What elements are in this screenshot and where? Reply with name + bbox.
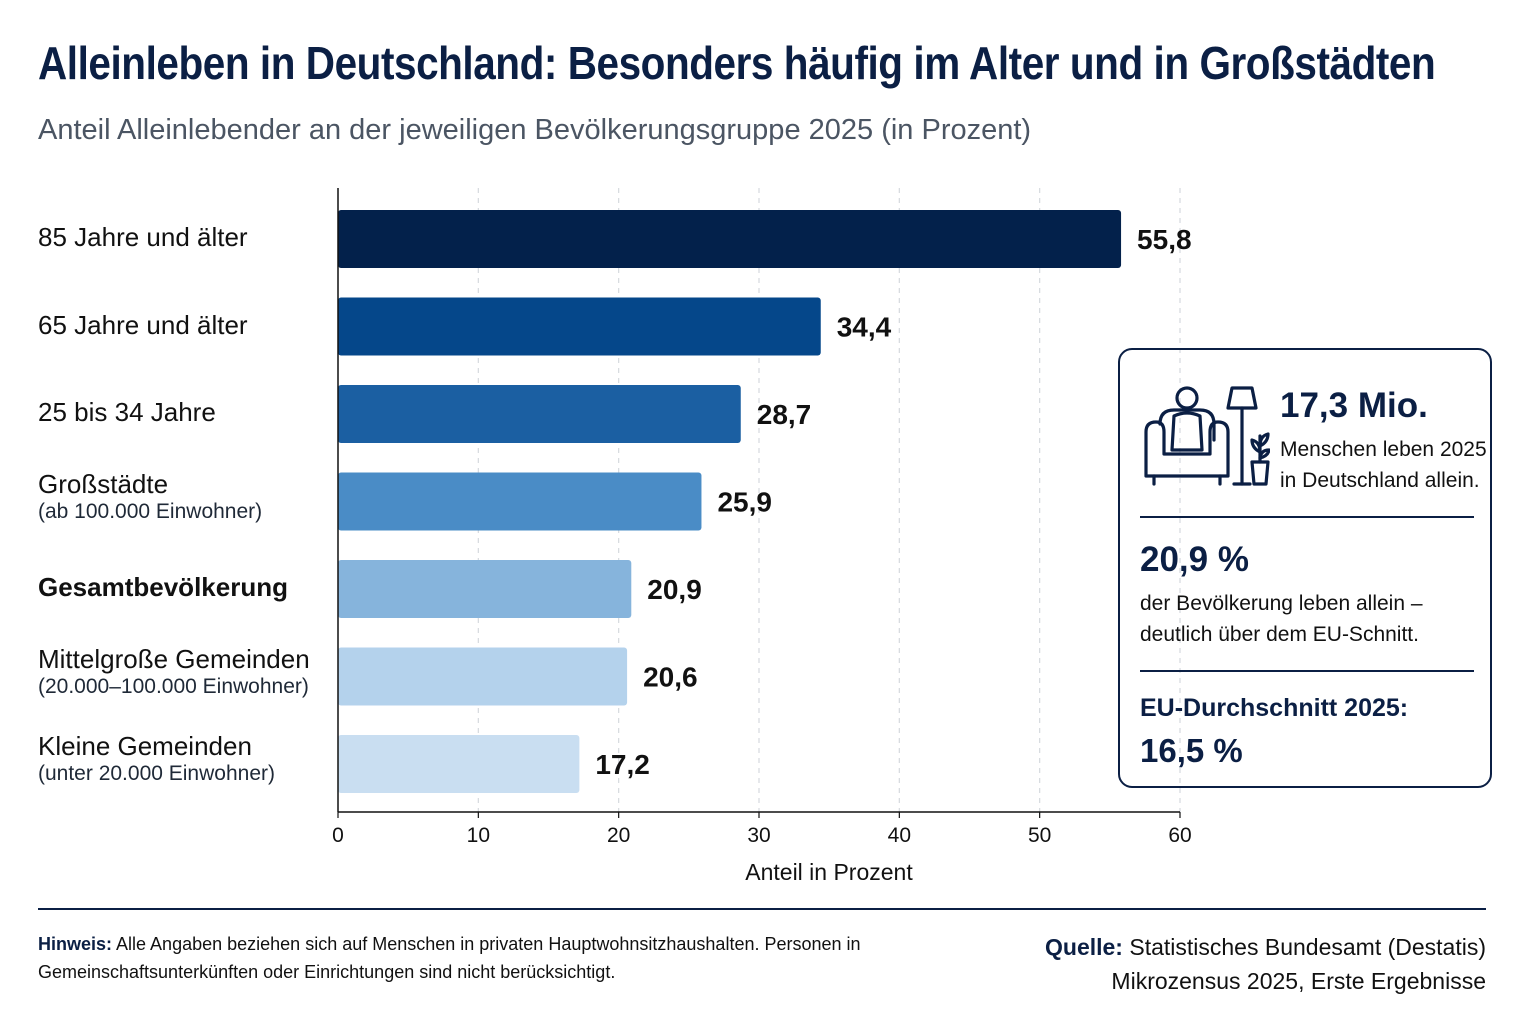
x-tick-label: 10 [467, 824, 490, 847]
bar [338, 385, 741, 443]
bar-value-label: 20,6 [643, 662, 698, 693]
stat-total-alone: 17,3 Mio. [1280, 386, 1428, 425]
category-label-main: 25 bis 34 Jahre [38, 397, 216, 427]
category-label: Kleine Gemeinden (unter 20.000 Einwohner) [38, 731, 275, 787]
category-label: 25 bis 34 Jahre [38, 397, 216, 427]
stat-share-alone-text: der Bevölkerung leben allein – deutlich … [1140, 592, 1423, 646]
category-label-main: Kleine Gemeinden [38, 731, 252, 761]
x-tick-label: 40 [888, 824, 911, 847]
x-tick-label: 0 [332, 824, 344, 847]
bar-value-label: 28,7 [757, 399, 812, 430]
bar-value-label: 55,8 [1137, 224, 1192, 255]
category-label-sub: (ab 100.000 Einwohner) [38, 499, 263, 523]
chart-subtitle: Anteil Alleinlebender an der jeweiligen … [38, 114, 1032, 146]
eu-average-value: 16,5 % [1140, 732, 1243, 769]
person-in-armchair-with-lamp-and-plant-icon [1144, 386, 1270, 486]
category-label-main: Mittelgroße Gemeinden [38, 643, 310, 674]
x-axis-title: Anteil in Prozent [745, 859, 913, 885]
category-label: Großstädte (ab 100.000 Einwohner) [38, 469, 262, 525]
bar-value-label: 17,2 [595, 749, 650, 780]
info-box: 17,3 Mio. Menschen leben 2025 in Deutsch… [1118, 348, 1492, 788]
source-line-2: Mikrozensus 2025, Erste Ergebnisse [1111, 968, 1486, 994]
category-label: Gesamtbevölkerung [38, 572, 288, 602]
x-tick-label: 60 [1168, 824, 1191, 847]
footer-divider [38, 908, 1486, 910]
x-tick-label: 50 [1028, 824, 1051, 847]
footnote-label: Hinweis: [38, 934, 113, 954]
divider [1140, 516, 1474, 518]
bar [338, 472, 702, 531]
category-label-main: 85 Jahre und älter [38, 222, 248, 252]
eu-average-label: EU-Durchschnitt 2025: [1140, 694, 1409, 722]
divider [1140, 670, 1474, 672]
category-label: 85 Jahre und älter [38, 222, 248, 252]
source-label: Quelle: [1045, 934, 1123, 960]
bar [338, 647, 628, 706]
source-line-1: Statistisches Bundesamt (Destatis) [1129, 934, 1486, 960]
bar [338, 560, 632, 618]
bar [338, 735, 580, 793]
axes: 0 10 20 30 40 50 60 Anteil in Prozent [332, 188, 1192, 885]
category-label-main: Gesamtbevölkerung [38, 572, 288, 602]
x-tick-label: 30 [747, 824, 770, 847]
stat-share-alone: 20,9 % [1140, 540, 1249, 579]
category-label-main: 65 Jahre und älter [38, 309, 248, 340]
category-label-main: Großstädte [38, 468, 169, 499]
bar-value-label: 25,9 [717, 487, 772, 518]
footnote: Hinweis: Alle Angaben beziehen sich auf … [38, 930, 898, 986]
chart-title: Alleinleben in Deutschland: Besonders hä… [38, 37, 1436, 89]
source: Quelle: Statistisches Bundesamt (Destati… [1045, 930, 1486, 998]
category-label: 65 Jahre und älter [38, 310, 248, 340]
bar-chart: 55,8 34,4 28,7 25,9 20,9 20,6 17,2 0 10 20 30 40 50… [332, 188, 1192, 885]
category-label-sub: (20.000–100.000 Einwohner) [38, 674, 309, 698]
x-tick-label: 20 [607, 824, 630, 847]
category-label-sub: (unter 20.000 Einwohner) [38, 762, 275, 785]
footnote-text: Alle Angaben beziehen sich auf Menschen … [38, 934, 861, 982]
bar-value-label: 34,4 [837, 312, 892, 343]
bar-value-label: 20,9 [647, 574, 702, 605]
bars: 55,8 34,4 28,7 25,9 20,9 20,6 17,2 [338, 210, 1192, 793]
bar [338, 210, 1122, 268]
bar [338, 297, 821, 356]
stat-total-alone-text: Menschen leben 2025 in Deutschland allei… [1280, 438, 1487, 492]
category-label: Mittelgroße Gemeinden (20.000–100.000 Ein… [38, 644, 310, 700]
